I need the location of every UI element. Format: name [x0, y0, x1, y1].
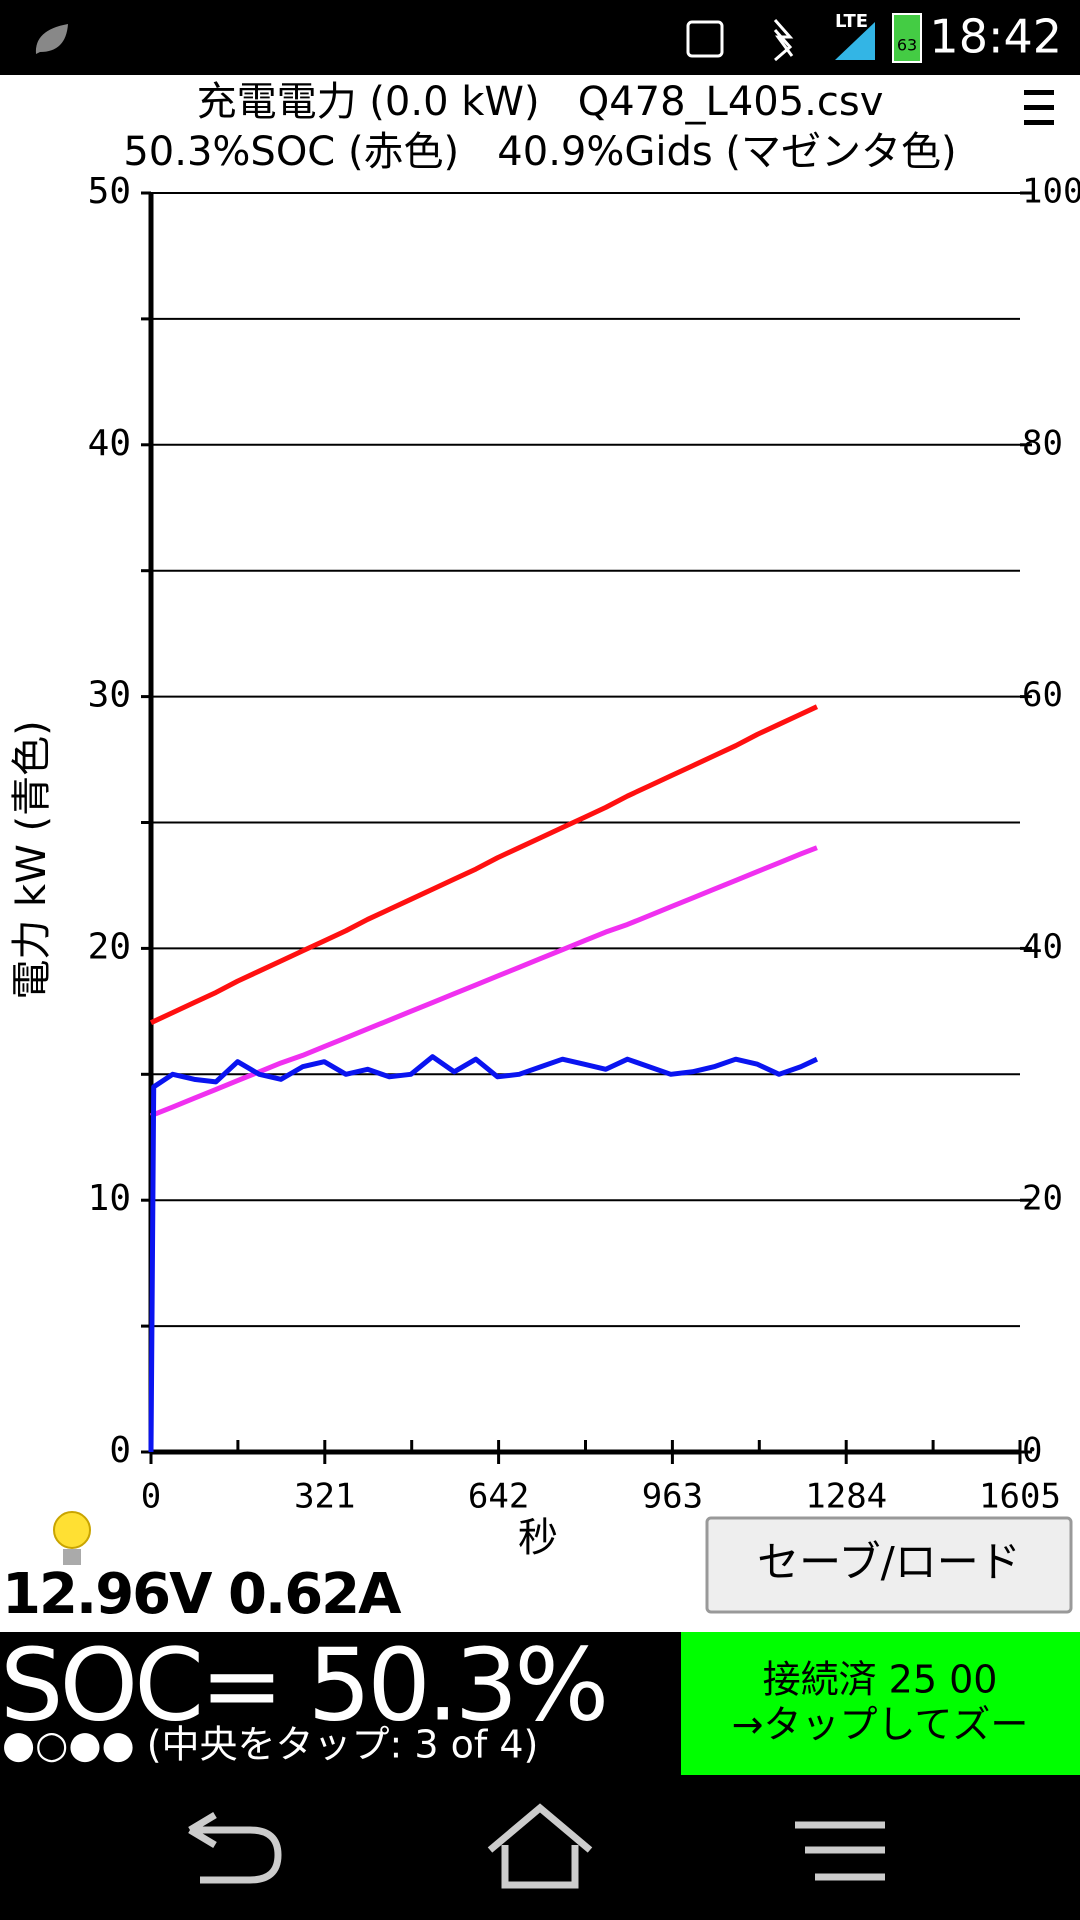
chart-subtitle: 50.3%SOC (赤色) 40.9%Gids (マゼンタ色) — [123, 129, 956, 175]
clock: 18:42 — [929, 10, 1062, 64]
y-tick-label: 30 — [88, 675, 131, 716]
y-tick-label: 20 — [88, 926, 131, 967]
battery-icon — [892, 13, 922, 63]
series-line — [148, 1054, 819, 1453]
x-tick-label: 963 — [642, 1477, 703, 1517]
x-tick-label: 642 — [468, 1477, 529, 1517]
back-button[interactable] — [188, 1811, 282, 1884]
recents-button[interactable] — [795, 1821, 885, 1881]
y2-tick-label: 20 — [1022, 1179, 1063, 1219]
menu-bar — [1024, 105, 1054, 110]
x-axis-label: 秒 — [518, 1515, 558, 1561]
plot: 0 10 20 30 40 50 0 20 40 60 80 100 0 321 642 963 1284 160… — [88, 171, 1080, 1517]
series-line — [149, 704, 819, 1025]
y2-tick-label: 80 — [1022, 423, 1063, 463]
app-icon — [35, 24, 68, 54]
connection-status: 接続済 25 00 — [763, 1658, 998, 1702]
signal-icon — [835, 22, 875, 60]
readout: 12.96V 0.62A — [2, 1562, 402, 1627]
network-label: LTE — [835, 11, 868, 32]
x-tick-label: 1605 — [979, 1477, 1061, 1517]
menu-button[interactable] — [1024, 90, 1054, 125]
save-button[interactable] — [705, 1516, 1073, 1614]
y-axis-label: 電力 kW (青色) — [9, 720, 55, 999]
y-tick-label: 50 — [88, 171, 131, 212]
bulb-icon — [53, 1511, 91, 1565]
y-tick-label: 0 — [109, 1430, 131, 1471]
battery-label: 63 — [897, 36, 917, 55]
soc-hint: ●○●● (中央をタップ: 3 of 4) — [2, 1723, 538, 1767]
notify-icon — [686, 20, 724, 58]
connection-hint: →タップしてズー — [732, 1703, 1029, 1747]
save-button-label: セーブ/ロード — [757, 1538, 1021, 1587]
series-line — [149, 845, 818, 1119]
x-tick-label: 321 — [294, 1477, 355, 1517]
y-tick-label: 10 — [88, 1178, 131, 1219]
menu-bar — [1024, 90, 1054, 95]
y2-tick-label: 0 — [1022, 1431, 1042, 1471]
home-button[interactable] — [487, 1803, 593, 1889]
chart-title: 充電電力 (0.0 kW) Q478_L405.csv — [197, 79, 884, 125]
y2-tick-label: 40 — [1022, 927, 1063, 967]
soc-value: SOC= 50.3% — [0, 1626, 605, 1743]
y2-tick-label: 60 — [1022, 675, 1063, 715]
nav-bar — [0, 1775, 1080, 1920]
x-tick-label: 1284 — [805, 1477, 887, 1517]
bluetooth-icon — [773, 19, 794, 62]
menu-bar — [1024, 120, 1054, 125]
x-tick-label: 0 — [141, 1477, 161, 1517]
y2-tick-label: 100 — [1022, 172, 1080, 212]
y-tick-label: 40 — [88, 423, 131, 464]
connection-button[interactable] — [681, 1632, 1080, 1775]
